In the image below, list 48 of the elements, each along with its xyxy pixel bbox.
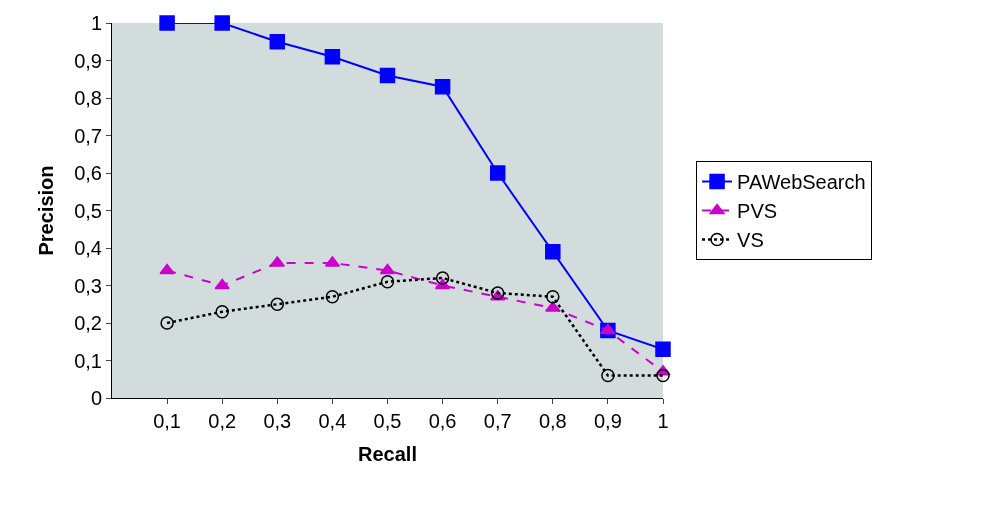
- point: [546, 290, 560, 304]
- point: [545, 244, 561, 260]
- x-tick-label: 0,7: [483, 410, 512, 432]
- point: [214, 15, 230, 31]
- x-tick-label: 0,3: [263, 410, 292, 432]
- point: [380, 275, 395, 289]
- y-tick-label: 0,4: [74, 237, 102, 259]
- point: [214, 278, 230, 290]
- legend-label: PVS: [737, 200, 778, 223]
- y-axis-title: Precision: [34, 165, 57, 256]
- point: [435, 271, 450, 285]
- point: [434, 79, 451, 95]
- x-tick-label: 0,8: [538, 410, 567, 432]
- x-axis-title: Recall: [358, 442, 417, 465]
- point: [159, 15, 175, 31]
- point: [269, 34, 286, 50]
- point: [655, 341, 671, 357]
- y-tick-label: 0,5: [74, 199, 102, 222]
- point: [379, 263, 396, 275]
- point: [270, 297, 285, 311]
- y-tick-label: 0,8: [74, 87, 102, 109]
- x-tick-label: 0,2: [208, 410, 237, 432]
- x-tick-label: 0,6: [428, 410, 457, 432]
- y-tick-label: 1: [90, 12, 102, 34]
- y-tick-label: 0,6: [74, 162, 102, 184]
- y-tick-label: 0,9: [74, 49, 102, 72]
- point: [656, 368, 670, 383]
- point: [325, 290, 340, 304]
- legend-label: VS: [737, 229, 764, 252]
- y-tick-label: 0,7: [74, 124, 102, 147]
- legend-label: PAWebSearch: [737, 171, 866, 194]
- x-tick-label: 0,1: [153, 410, 182, 432]
- point: [160, 316, 174, 330]
- y-tick-label: 0,3: [74, 274, 102, 297]
- x-tick-label: 0,5: [373, 410, 402, 432]
- point: [159, 263, 175, 275]
- x-tick-label: 0,4: [318, 410, 347, 432]
- point: [215, 305, 229, 319]
- y-tick-label: 0,1: [74, 349, 102, 372]
- point: [489, 165, 506, 181]
- point: [601, 368, 615, 383]
- y-tick-label: 0,2: [74, 312, 102, 334]
- point: [379, 67, 396, 84]
- point: [324, 49, 341, 65]
- point: [600, 323, 616, 335]
- x-tick-label: 1: [657, 410, 669, 432]
- y-tick-label: 0: [90, 387, 102, 409]
- x-tick-label: 0,9: [593, 410, 622, 432]
